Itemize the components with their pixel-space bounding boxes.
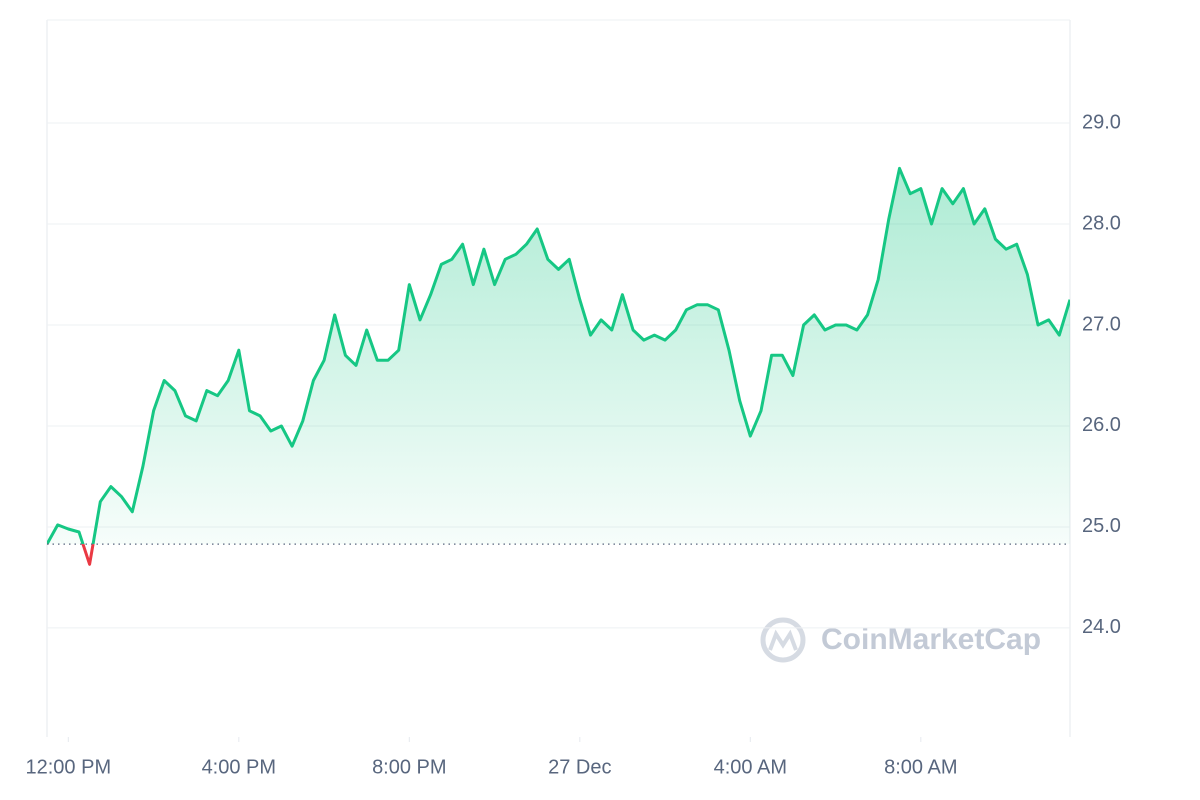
x-tick-label: 12:00 PM <box>26 756 112 778</box>
x-tick-label: 8:00 PM <box>372 756 446 778</box>
y-tick-label: 24.0 <box>1082 616 1121 638</box>
y-tick-label: 29.0 <box>1082 111 1121 133</box>
x-tick-label: 8:00 AM <box>884 756 957 778</box>
y-tick-label: 25.0 <box>1082 515 1121 537</box>
x-tick-label: 27 Dec <box>548 756 611 778</box>
x-tick-label: 4:00 AM <box>714 756 787 778</box>
watermark-logo <box>760 617 806 663</box>
price-line <box>47 166 1070 545</box>
y-tick-label: 27.0 <box>1082 313 1121 335</box>
area <box>47 168 1070 545</box>
y-tick-label: 28.0 <box>1082 212 1121 234</box>
x-tick-label: 4:00 PM <box>202 756 276 778</box>
y-tick-label: 26.0 <box>1082 414 1121 436</box>
